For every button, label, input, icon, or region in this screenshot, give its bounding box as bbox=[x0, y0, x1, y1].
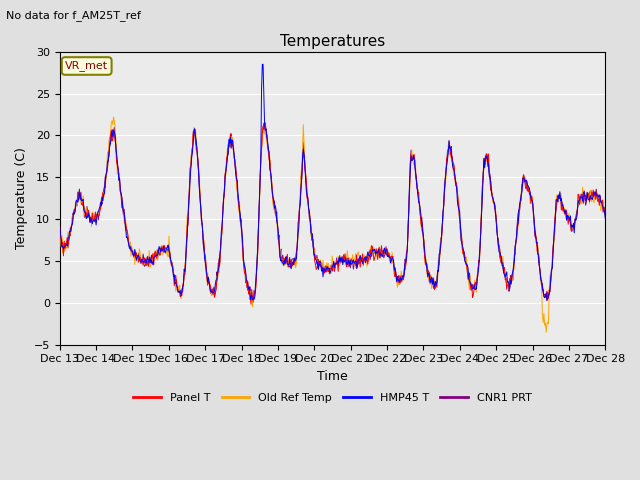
Text: No data for f_AM25T_ref: No data for f_AM25T_ref bbox=[6, 10, 141, 21]
CNR1 PRT bbox=[122, 228, 129, 233]
HMP45 T bbox=[66, 228, 74, 234]
Title: Temperatures: Temperatures bbox=[280, 34, 385, 49]
Line: Panel T: Panel T bbox=[60, 123, 605, 304]
CNR1 PRT bbox=[417, 211, 424, 217]
Text: VR_met: VR_met bbox=[65, 60, 108, 72]
Y-axis label: Temperature (C): Temperature (C) bbox=[15, 147, 28, 249]
CNR1 PRT bbox=[248, 299, 256, 304]
Panel T bbox=[401, 265, 408, 271]
Panel T bbox=[56, 223, 63, 229]
Line: CNR1 PRT: CNR1 PRT bbox=[60, 123, 605, 301]
Legend: Panel T, Old Ref Temp, HMP45 T, CNR1 PRT: Panel T, Old Ref Temp, HMP45 T, CNR1 PRT bbox=[129, 388, 536, 407]
HMP45 T bbox=[259, 61, 266, 67]
Old Ref Temp bbox=[56, 230, 63, 236]
Line: HMP45 T: HMP45 T bbox=[60, 64, 605, 300]
Old Ref Temp bbox=[178, 286, 186, 291]
Old Ref Temp bbox=[602, 212, 609, 217]
Old Ref Temp bbox=[399, 273, 407, 279]
Old Ref Temp bbox=[123, 229, 131, 235]
CNR1 PRT bbox=[177, 292, 185, 298]
HMP45 T bbox=[122, 225, 129, 230]
HMP45 T bbox=[602, 216, 609, 222]
CNR1 PRT bbox=[206, 287, 214, 292]
Panel T bbox=[206, 282, 214, 288]
CNR1 PRT bbox=[602, 216, 609, 221]
CNR1 PRT bbox=[56, 228, 63, 234]
Old Ref Temp bbox=[66, 238, 74, 243]
Old Ref Temp bbox=[207, 288, 214, 294]
HMP45 T bbox=[56, 224, 63, 230]
HMP45 T bbox=[177, 293, 185, 299]
Panel T bbox=[177, 293, 185, 299]
Panel T bbox=[262, 120, 269, 126]
HMP45 T bbox=[543, 298, 551, 303]
CNR1 PRT bbox=[260, 120, 268, 126]
Panel T bbox=[602, 213, 609, 218]
CNR1 PRT bbox=[66, 232, 74, 238]
HMP45 T bbox=[415, 201, 423, 207]
Panel T bbox=[66, 234, 74, 240]
Old Ref Temp bbox=[542, 329, 550, 335]
Old Ref Temp bbox=[415, 201, 423, 207]
CNR1 PRT bbox=[401, 271, 408, 276]
HMP45 T bbox=[206, 285, 214, 291]
Old Ref Temp bbox=[109, 114, 117, 120]
Panel T bbox=[122, 221, 129, 227]
HMP45 T bbox=[399, 274, 407, 280]
Panel T bbox=[417, 209, 424, 215]
X-axis label: Time: Time bbox=[317, 370, 348, 383]
Line: Old Ref Temp: Old Ref Temp bbox=[60, 117, 605, 332]
Panel T bbox=[247, 301, 255, 307]
